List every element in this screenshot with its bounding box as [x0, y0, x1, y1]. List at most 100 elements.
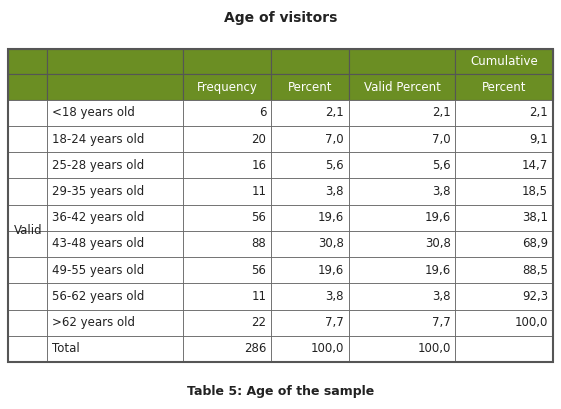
Bar: [456, 257, 553, 283]
Bar: [348, 49, 456, 74]
Text: 5,6: 5,6: [325, 159, 344, 172]
Text: Cumulative: Cumulative: [470, 55, 538, 68]
Text: 25-28 years old: 25-28 years old: [52, 159, 144, 172]
Text: 3,8: 3,8: [433, 290, 451, 303]
Text: 22: 22: [251, 316, 266, 329]
Bar: [183, 74, 271, 100]
Text: Frequency: Frequency: [196, 81, 257, 94]
Text: Valid: Valid: [13, 225, 42, 237]
Bar: [8, 310, 47, 336]
Text: 3,8: 3,8: [325, 185, 344, 198]
Text: 100,0: 100,0: [417, 342, 451, 355]
Bar: [271, 126, 348, 152]
Bar: [183, 310, 271, 336]
Bar: [348, 204, 456, 231]
Bar: [183, 336, 271, 362]
Bar: [456, 283, 553, 310]
Text: >62 years old: >62 years old: [52, 316, 135, 329]
Text: Total: Total: [52, 342, 80, 355]
Bar: [456, 74, 553, 100]
Text: 19,6: 19,6: [425, 264, 451, 277]
Text: 2,1: 2,1: [432, 106, 451, 119]
Text: 11: 11: [251, 290, 266, 303]
Bar: [183, 100, 271, 126]
Bar: [8, 204, 47, 231]
Bar: [456, 204, 553, 231]
Text: 29-35 years old: 29-35 years old: [52, 185, 144, 198]
Bar: [47, 257, 183, 283]
Text: 7,7: 7,7: [325, 316, 344, 329]
Text: 6: 6: [259, 106, 266, 119]
Bar: [47, 74, 183, 100]
Text: 49-55 years old: 49-55 years old: [52, 264, 144, 277]
Bar: [8, 283, 47, 310]
Bar: [271, 49, 348, 74]
Bar: [183, 283, 271, 310]
Bar: [8, 49, 47, 74]
Bar: [8, 100, 47, 126]
Text: 20: 20: [251, 133, 266, 146]
Text: 14,7: 14,7: [522, 159, 548, 172]
Text: 19,6: 19,6: [318, 211, 344, 224]
Bar: [8, 49, 553, 362]
Text: 7,7: 7,7: [432, 316, 451, 329]
Text: 30,8: 30,8: [318, 238, 344, 250]
Text: Percent: Percent: [287, 81, 332, 94]
Text: 2,1: 2,1: [325, 106, 344, 119]
Text: <18 years old: <18 years old: [52, 106, 135, 119]
Text: 43-48 years old: 43-48 years old: [52, 238, 144, 250]
Bar: [271, 178, 348, 204]
Bar: [8, 336, 47, 362]
Text: 56-62 years old: 56-62 years old: [52, 290, 144, 303]
Bar: [183, 257, 271, 283]
Text: 18,5: 18,5: [522, 185, 548, 198]
Text: Valid Percent: Valid Percent: [364, 81, 440, 94]
Text: 7,0: 7,0: [433, 133, 451, 146]
Text: 68,9: 68,9: [522, 238, 548, 250]
Text: 3,8: 3,8: [325, 290, 344, 303]
Text: 5,6: 5,6: [433, 159, 451, 172]
Bar: [348, 257, 456, 283]
Bar: [271, 336, 348, 362]
Text: 7,0: 7,0: [325, 133, 344, 146]
Text: 9,1: 9,1: [530, 133, 548, 146]
Text: 88,5: 88,5: [522, 264, 548, 277]
Bar: [348, 283, 456, 310]
Bar: [183, 49, 271, 74]
Bar: [183, 178, 271, 204]
Text: 286: 286: [244, 342, 266, 355]
Bar: [271, 283, 348, 310]
Text: 38,1: 38,1: [522, 211, 548, 224]
Bar: [8, 231, 47, 257]
Bar: [348, 74, 456, 100]
Bar: [47, 152, 183, 178]
Text: 100,0: 100,0: [515, 316, 548, 329]
Bar: [348, 310, 456, 336]
Text: 100,0: 100,0: [311, 342, 344, 355]
Bar: [47, 178, 183, 204]
Bar: [456, 49, 553, 74]
Bar: [348, 126, 456, 152]
Text: 92,3: 92,3: [522, 290, 548, 303]
Text: 19,6: 19,6: [425, 211, 451, 224]
Bar: [183, 126, 271, 152]
Bar: [348, 336, 456, 362]
Text: 2,1: 2,1: [530, 106, 548, 119]
Text: 11: 11: [251, 185, 266, 198]
Bar: [47, 310, 183, 336]
Bar: [183, 204, 271, 231]
Bar: [47, 49, 183, 74]
Bar: [456, 100, 553, 126]
Text: 36-42 years old: 36-42 years old: [52, 211, 144, 224]
Bar: [47, 231, 183, 257]
Bar: [348, 178, 456, 204]
Text: 16: 16: [251, 159, 266, 172]
Bar: [8, 74, 47, 100]
Bar: [271, 204, 348, 231]
Bar: [47, 204, 183, 231]
Text: 56: 56: [251, 211, 266, 224]
Bar: [183, 152, 271, 178]
Bar: [348, 152, 456, 178]
Bar: [47, 336, 183, 362]
Bar: [348, 100, 456, 126]
